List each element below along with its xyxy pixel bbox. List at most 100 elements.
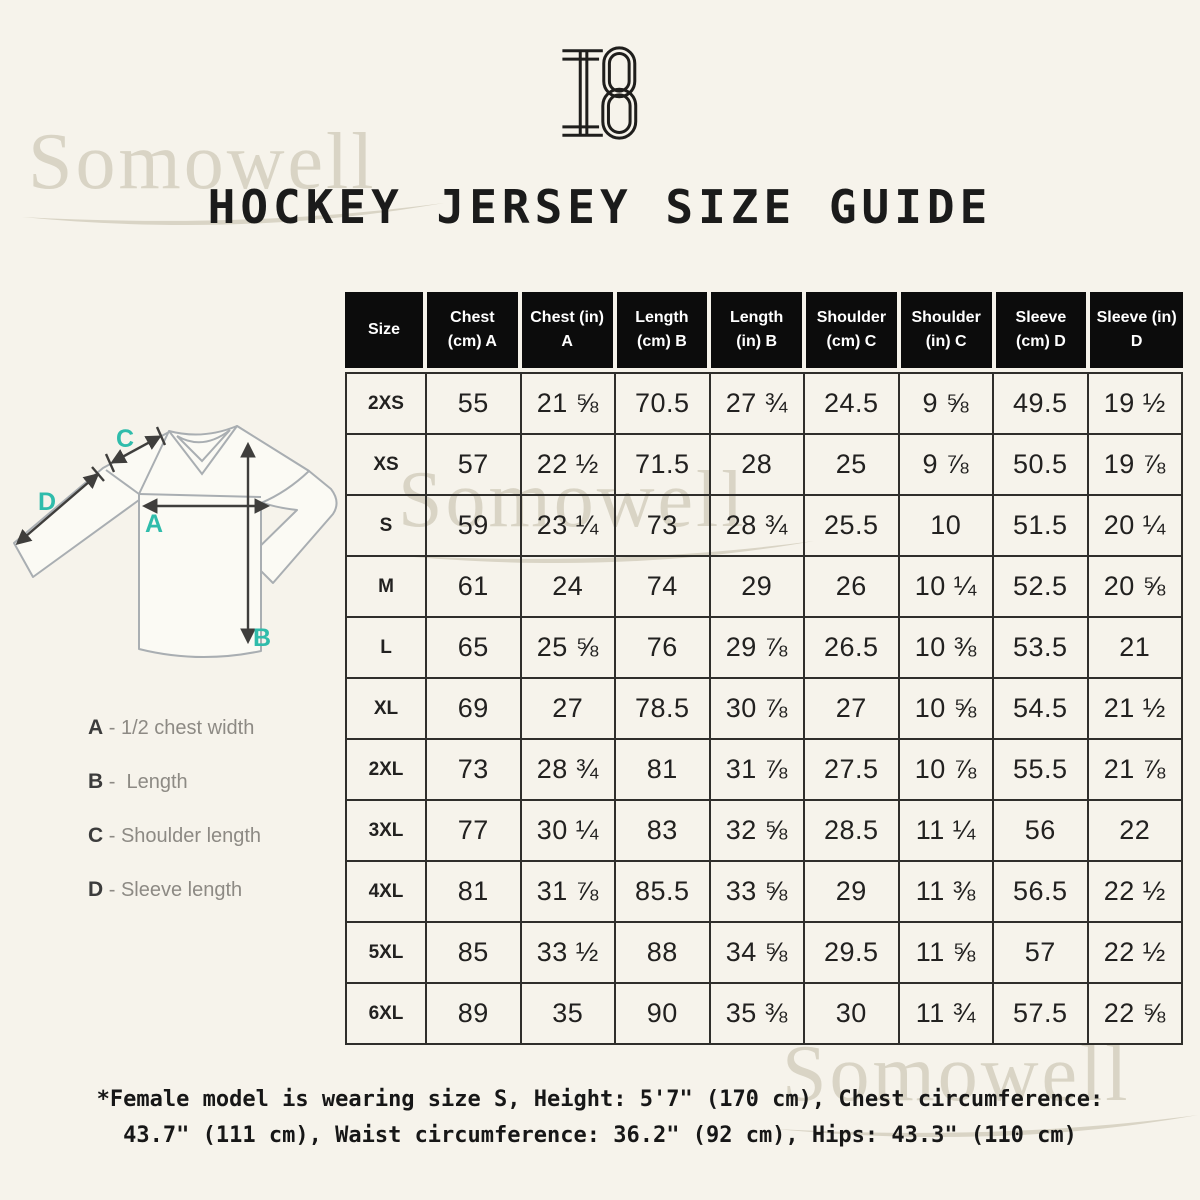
table-cell: 29.5 (803, 921, 900, 984)
table-cell: 26 (803, 555, 900, 618)
table-cell: 31 ⅞ (708, 738, 805, 801)
legend-item: D - Sleeve length (88, 878, 261, 932)
table-cell: 25 ⅝ (519, 616, 616, 679)
table-cell: 29 (708, 555, 805, 618)
table-cell: 30 ⅞ (708, 677, 805, 740)
table-cell: 22 ½ (519, 433, 616, 496)
column-header: Shoulder (cm) C (806, 292, 897, 368)
table-row: S 59 23 ¼ 73 28 ¾ 25.5 10 51.5 20 ¼ (345, 494, 1183, 557)
table-cell: 30 (803, 982, 900, 1045)
column-header: Sleeve (in) D (1090, 292, 1183, 368)
table-cell: 19 ⅞ (1086, 433, 1183, 496)
table-cell: 69 (425, 677, 522, 740)
table-cell: 51.5 (992, 494, 1089, 557)
table-cell: 88 (614, 921, 711, 984)
table-cell: 52.5 (992, 555, 1089, 618)
table-row: 2XS 55 21 ⅝ 70.5 27 ¾ 24.5 9 ⅝ 49.5 19 ½ (345, 372, 1183, 435)
table-cell: 29 (803, 860, 900, 923)
size-cell: 2XS (345, 372, 427, 435)
column-header: Chest (cm) A (427, 292, 518, 368)
table-cell: 76 (614, 616, 711, 679)
size-cell: XS (345, 433, 427, 496)
table-cell: 22 ½ (1086, 921, 1183, 984)
size-cell: 4XL (345, 860, 427, 923)
diagram-label-c: C (116, 425, 134, 453)
legend-description: - Length (108, 771, 188, 793)
legend-letter: D (88, 878, 104, 901)
size-table: Size Chest (cm) A Chest (in) A Length (cm) … (345, 292, 1183, 1045)
table-cell: 10 ⅞ (897, 738, 994, 801)
table-row: M 61 24 74 29 26 10 ¼ 52.5 20 ⅝ (345, 555, 1183, 618)
table-cell: 10 ¼ (897, 555, 994, 618)
table-header-row: Size Chest (cm) A Chest (in) A Length (cm) … (345, 292, 1183, 368)
legend-letter: C (88, 824, 104, 847)
legend-item: A - 1/2 chest width (88, 716, 261, 770)
legend-item: C - Shoulder length (88, 824, 261, 878)
legend-letter: B (88, 770, 104, 793)
table-cell: 21 ½ (1086, 677, 1183, 740)
table-cell: 56.5 (992, 860, 1089, 923)
column-header: Length (cm) B (616, 292, 708, 368)
legend-description: - Shoulder length (108, 825, 262, 847)
measurement-arrows (15, 426, 271, 645)
size-cell: 5XL (345, 921, 427, 984)
table-cell: 81 (425, 860, 522, 923)
table-cell: 78.5 (614, 677, 711, 740)
legend-description: - Sleeve length (108, 879, 243, 901)
column-header: Sleeve (cm) D (995, 292, 1087, 368)
table-row: 5XL 85 33 ½ 88 34 ⅝ 29.5 11 ⅝ 57 22 ½ (345, 921, 1183, 984)
column-header: Size (345, 292, 423, 368)
table-cell: 20 ⅝ (1086, 555, 1183, 618)
table-cell: 56 (992, 799, 1089, 862)
table-cell: 27.5 (803, 738, 900, 801)
table-cell: 24 (519, 555, 616, 618)
table-cell: 23 ¼ (519, 494, 616, 557)
table-cell: 89 (425, 982, 522, 1045)
size-cell: 2XL (345, 738, 427, 801)
table-cell: 49.5 (992, 372, 1089, 435)
table-cell: 65 (425, 616, 522, 679)
table-cell: 11 ¾ (897, 982, 994, 1045)
table-cell: 30 ¼ (519, 799, 616, 862)
table-cell: 35 (519, 982, 616, 1045)
table-cell: 25 (803, 433, 900, 496)
table-cell: 27 (519, 677, 616, 740)
table-cell: 59 (425, 494, 522, 557)
table-cell: 57 (992, 921, 1089, 984)
table-cell: 73 (425, 738, 522, 801)
table-row: 2XL 73 28 ¾ 81 31 ⅞ 27.5 10 ⅞ 55.5 21 ⅞ (345, 738, 1183, 801)
column-header: Chest (in) A (521, 292, 613, 368)
table-cell: 11 ⅝ (897, 921, 994, 984)
table-cell: 50.5 (992, 433, 1089, 496)
table-cell: 85.5 (614, 860, 711, 923)
table-cell: 21 ⅞ (1086, 738, 1183, 801)
table-cell: 54.5 (992, 677, 1089, 740)
diagram-label-b: B (253, 624, 271, 652)
jersey-outline (13, 425, 338, 658)
diagram-label-a: A (145, 510, 163, 538)
table-cell: 11 ¼ (897, 799, 994, 862)
table-cell: 77 (425, 799, 522, 862)
table-cell: 31 ⅞ (519, 860, 616, 923)
legend-description: - 1/2 chest width (108, 717, 255, 739)
footnote-line-1: *Female model is wearing size S, Height:… (96, 1087, 1104, 1112)
table-cell: 9 ⅞ (897, 433, 994, 496)
table-row: 3XL 77 30 ¼ 83 32 ⅝ 28.5 11 ¼ 56 22 (345, 799, 1183, 862)
diagram-label-d: D (38, 488, 56, 516)
size-cell: 6XL (345, 982, 427, 1045)
size-cell: M (345, 555, 427, 618)
size-table-body: 2XS 55 21 ⅝ 70.5 27 ¾ 24.5 9 ⅝ 49.5 19 ½ XS 57 22 ½… (345, 372, 1183, 1045)
table-row: XS 57 22 ½ 71.5 28 25 9 ⅞ 50.5 19 ⅞ (345, 433, 1183, 496)
table-cell: 28 (708, 433, 805, 496)
table-cell: 74 (614, 555, 711, 618)
table-cell: 35 ⅜ (708, 982, 805, 1045)
table-cell: 28.5 (803, 799, 900, 862)
table-cell: 73 (614, 494, 711, 557)
table-cell: 32 ⅝ (708, 799, 805, 862)
footnote-line-2: 43.7" (111 cm), Waist circumference: 36.… (123, 1123, 1077, 1148)
table-cell: 22 ½ (1086, 860, 1183, 923)
table-cell: 25.5 (803, 494, 900, 557)
table-cell: 11 ⅜ (897, 860, 994, 923)
legend-letter: A (88, 716, 104, 739)
